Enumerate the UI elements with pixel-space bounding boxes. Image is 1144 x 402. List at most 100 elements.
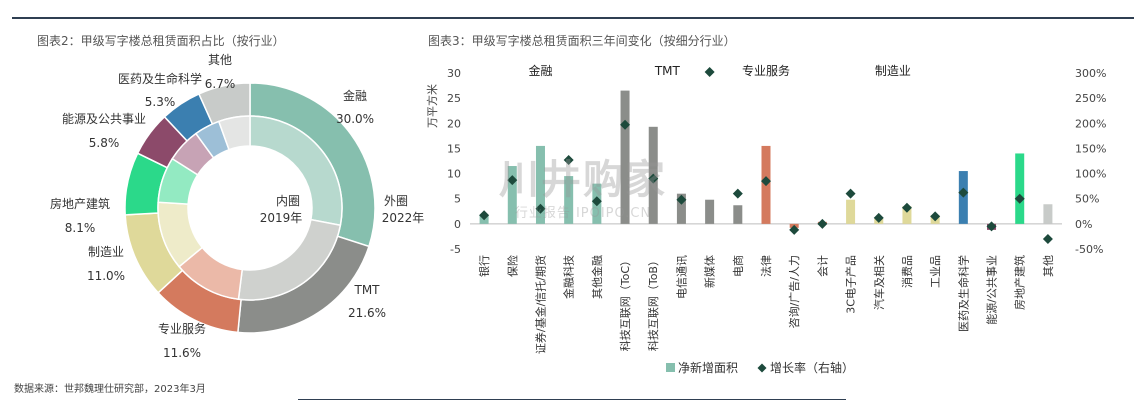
bar-8 [705, 199, 715, 224]
donut-label-name-6: 医药及生命科学 [118, 71, 202, 86]
y2-tick-6: 250% [1075, 92, 1106, 105]
growth-marker-8 [704, 66, 715, 77]
growth-marker-16 [930, 211, 941, 222]
donut-label-value-0: 30.0% [336, 112, 374, 126]
donut-label-name-7: 其他 [208, 53, 232, 67]
group-label-3: 制造业 [875, 64, 911, 78]
donut-label-name-4: 房地产建筑 [50, 196, 110, 211]
donut-label-value-1: 21.6% [348, 306, 386, 320]
category-label-14: 汽车及相关 [872, 255, 886, 310]
category-label-2: 证券/基金/信托/期货 [533, 255, 547, 354]
growth-marker-12 [817, 218, 828, 229]
growth-marker-20 [1042, 233, 1053, 244]
bar-9 [733, 205, 743, 224]
donut-inner-ring-label: 内圈 [276, 194, 300, 208]
bottom-rule [298, 399, 846, 400]
category-label-7: 电信通讯 [675, 255, 688, 299]
category-label-15: 消费品 [900, 255, 914, 288]
group-label-0: 金融 [528, 63, 552, 78]
growth-marker-0 [479, 210, 490, 221]
category-label-1: 保险 [505, 255, 519, 277]
growth-marker-4 [591, 196, 602, 207]
bar-15 [902, 206, 912, 224]
category-label-17: 医药及生命科学 [956, 255, 970, 332]
category-label-20: 其他 [1042, 255, 1055, 277]
y2-tick-5: 200% [1075, 117, 1106, 130]
y-tick-5: 20 [447, 117, 461, 130]
donut-label-value-2: 11.6% [163, 346, 201, 360]
growth-marker-17 [958, 187, 969, 198]
y2-tick-3: 100% [1075, 168, 1106, 181]
data-source-note: 数据来源：世邦魏理仕研究部，2023年3月 [14, 384, 206, 395]
category-label-19: 房地产建筑 [1013, 255, 1027, 310]
growth-marker-14 [873, 212, 884, 223]
donut-chart-title: 图表2：甲级写字楼总租赁面积占比（按行业） [37, 34, 285, 48]
bar-19 [1015, 153, 1025, 224]
growth-marker-18 [986, 221, 997, 232]
bar-chart-title: 图表3：甲级写字楼总租赁面积三年间变化（按细分行业） [428, 34, 736, 48]
donut-label-value-5: 5.8% [89, 136, 120, 150]
growth-marker-2 [535, 203, 546, 214]
group-label-1: TMT [654, 64, 681, 78]
bar-1 [507, 166, 517, 224]
category-label-8: 新媒体 [703, 255, 717, 288]
y-tick-2: 5 [454, 193, 461, 206]
top-rule [12, 17, 1134, 19]
donut-label-name-3: 制造业 [88, 245, 124, 259]
bar-chart-y-axis-title: 万平方米 [425, 84, 439, 128]
growth-marker-3 [563, 154, 574, 165]
y-tick-0: -5 [450, 243, 461, 256]
donut-label-name-5: 能源及公共事业 [62, 112, 146, 126]
donut-label-value-3: 11.0% [87, 269, 125, 283]
growth-marker-6 [648, 173, 659, 184]
donut-label-name-2: 专业服务 [158, 321, 206, 336]
bar-3 [564, 176, 574, 224]
donut-inner-slice-7 [217, 115, 251, 151]
growth-marker-13 [845, 188, 856, 199]
y2-tick-2: 50% [1075, 193, 1099, 206]
y-tick-1: 0 [454, 218, 461, 231]
bar-20 [1043, 204, 1053, 224]
category-label-18: 能源/公共事业 [985, 255, 999, 325]
y2-tick-4: 150% [1075, 142, 1106, 155]
category-label-3: 金融科技 [562, 255, 576, 299]
legend-bar-label: 净新增面积 [678, 360, 738, 375]
donut-label-value-6: 5.3% [145, 95, 176, 109]
growth-marker-5 [620, 119, 631, 130]
category-label-11: 咨询/广告/人力 [787, 255, 801, 328]
category-label-9: 电商 [731, 255, 745, 277]
growth-marker-10 [761, 176, 771, 187]
legend-marker-swatch [757, 363, 767, 373]
bar-7 [676, 193, 686, 224]
growth-marker-1 [507, 175, 518, 186]
category-label-0: 银行 [477, 255, 491, 277]
category-label-12: 会计 [816, 255, 829, 277]
growth-marker-7 [676, 194, 687, 205]
y-tick-6: 25 [447, 92, 461, 105]
group-label-2: 专业服务 [742, 63, 790, 78]
y2-tick-1: 0% [1075, 218, 1092, 231]
donut-label-value-7: 6.7% [205, 77, 236, 91]
bar-5 [620, 90, 630, 224]
category-label-6: 科技互联网（ToB） [646, 255, 660, 351]
growth-marker-11 [789, 224, 800, 235]
category-label-4: 其他金融 [590, 255, 604, 299]
category-label-10: 法律 [759, 255, 773, 277]
donut-label-value-4: 8.1% [65, 221, 96, 235]
growth-marker-19 [1014, 193, 1025, 204]
legend-marker-label: 增长率（右轴） [770, 360, 854, 375]
donut-inner-ring-year: 2019年 [260, 211, 303, 225]
bar-13 [846, 199, 856, 224]
donut-outer-ring-year: 2022年 [382, 211, 425, 225]
growth-marker-15 [901, 202, 912, 213]
donut-label-name-1: TMT [353, 283, 380, 297]
y-tick-7: 30 [447, 67, 461, 80]
category-label-16: 工业品 [929, 255, 942, 288]
growth-marker-9 [732, 188, 743, 199]
y-tick-4: 15 [447, 142, 461, 155]
bar-2 [535, 145, 545, 224]
category-label-5: 科技互联网（ToC） [618, 255, 632, 351]
category-label-13: 3C电子产品 [844, 255, 858, 314]
y2-tick-0: -50% [1075, 243, 1103, 256]
